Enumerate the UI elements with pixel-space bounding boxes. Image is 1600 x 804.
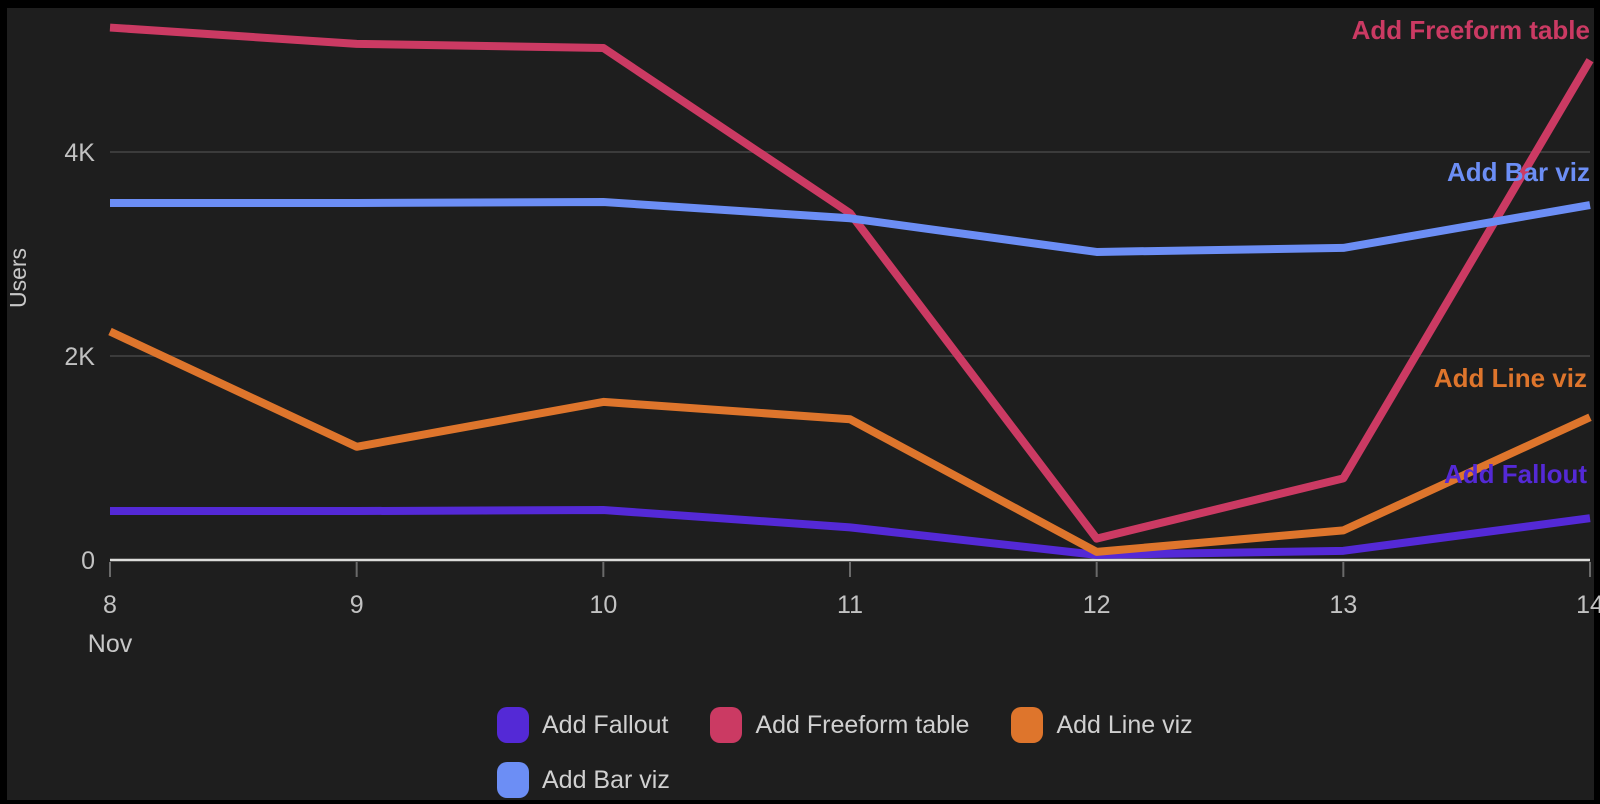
series-end-label-freeform-table: Add Freeform table [1351, 15, 1590, 45]
series-line-add-fallout[interactable] [110, 506, 1591, 559]
y-tick-label: 2K [64, 343, 95, 371]
x-tick-label: 8 [103, 591, 117, 619]
series-line-add-bar-viz[interactable] [110, 197, 1591, 256]
y-axis-label: Users [5, 248, 31, 308]
y-tick-label: 4K [64, 139, 95, 167]
x-axis-unit-label: Nov [88, 630, 133, 658]
legend-swatch-icon [497, 707, 529, 743]
legend-swatch-icon [497, 762, 529, 798]
legend-swatch-icon [1011, 707, 1044, 743]
legend-item-label: Add Fallout [542, 711, 669, 739]
x-tick-label: 10 [589, 591, 617, 619]
legend: Add Fallout Add Freeform table Add Line … [497, 707, 1242, 798]
series-line-add-line-viz[interactable] [108, 327, 1592, 556]
legend-item[interactable]: Add Line viz [1011, 707, 1193, 743]
series-end-label-line-viz: Add Line viz [1433, 363, 1587, 393]
x-tick-label: 11 [837, 591, 863, 619]
x-tick-label: 9 [350, 591, 364, 619]
y-tick-label: 0 [81, 547, 95, 575]
series-line-add-freeform-table[interactable] [109, 23, 1594, 543]
legend-item-label: Add Line viz [1056, 711, 1193, 739]
x-tick-label: 13 [1329, 591, 1357, 619]
legend-swatch-icon [710, 707, 743, 743]
x-tick-label: 14 [1576, 591, 1600, 619]
series-end-label-bar-viz: Add Bar viz [1446, 157, 1590, 187]
legend-item[interactable]: Add Freeform table [710, 707, 969, 743]
series-end-label-fallout: Add Fallout [1444, 459, 1587, 489]
legend-item[interactable]: Add Fallout [497, 707, 668, 743]
x-tick-label: 12 [1083, 591, 1111, 619]
legend-item-label: Add Freeform table [755, 711, 970, 739]
legend-item[interactable]: Add Bar viz [497, 762, 670, 798]
legend-item-label: Add Bar viz [542, 766, 670, 794]
